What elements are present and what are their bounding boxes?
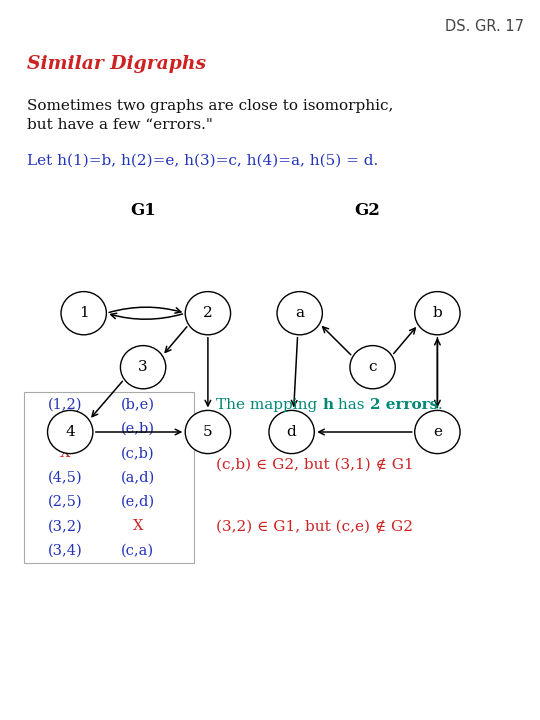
Text: c: c [368, 360, 377, 374]
Text: Let h(1)=b, h(2)=e, h(3)=c, h(4)=a, h(5) = d.: Let h(1)=b, h(2)=e, h(3)=c, h(4)=a, h(5)… [27, 153, 378, 167]
Text: (b,e): (b,e) [121, 397, 154, 412]
Ellipse shape [350, 346, 395, 389]
Ellipse shape [185, 292, 231, 335]
Ellipse shape [277, 292, 322, 335]
Text: d: d [287, 425, 296, 439]
Text: G2: G2 [354, 202, 380, 219]
Text: 1: 1 [79, 306, 89, 320]
Text: (3,2) ∈ G1, but (c,e) ∉ G2: (3,2) ∈ G1, but (c,e) ∉ G2 [216, 520, 413, 534]
FancyArrowPatch shape [109, 307, 181, 313]
Text: h: h [322, 398, 333, 413]
FancyArrowPatch shape [394, 328, 415, 354]
Text: (3,2): (3,2) [48, 519, 82, 534]
Ellipse shape [48, 410, 93, 454]
FancyArrowPatch shape [111, 313, 183, 319]
Text: a: a [295, 306, 304, 320]
Text: (1,2): (1,2) [48, 397, 82, 412]
Text: (c,b) ∈ G2, but (3,1) ∉ G1: (c,b) ∈ G2, but (3,1) ∉ G1 [216, 457, 414, 472]
Text: e: e [433, 425, 442, 439]
Text: (2,5): (2,5) [48, 495, 82, 509]
Text: 5: 5 [203, 425, 213, 439]
Text: .: . [438, 398, 443, 413]
FancyArrowPatch shape [92, 382, 123, 417]
Text: X: X [59, 446, 70, 460]
FancyArrowPatch shape [435, 338, 440, 406]
Ellipse shape [269, 410, 314, 454]
FancyArrowPatch shape [323, 327, 351, 355]
Text: DS. GR. 17: DS. GR. 17 [445, 19, 524, 34]
FancyArrowPatch shape [435, 339, 440, 408]
Ellipse shape [120, 346, 166, 389]
FancyArrowPatch shape [205, 338, 211, 406]
Text: (e,b): (e,b) [121, 422, 154, 436]
Ellipse shape [185, 410, 231, 454]
Text: b: b [433, 306, 442, 320]
FancyArrowPatch shape [292, 338, 298, 406]
Text: Sometimes two graphs are close to isomorphic,
but have a few “errors.": Sometimes two graphs are close to isomor… [27, 99, 393, 132]
Text: (2,1): (2,1) [48, 422, 82, 436]
Ellipse shape [415, 292, 460, 335]
Text: 2 errors: 2 errors [369, 398, 438, 413]
Text: (e,d): (e,d) [120, 495, 155, 509]
Text: Similar Digraphs: Similar Digraphs [27, 55, 206, 73]
Text: X: X [132, 519, 143, 534]
Ellipse shape [61, 292, 106, 335]
Text: (c,b): (c,b) [121, 446, 154, 460]
Text: (4,5): (4,5) [48, 471, 82, 485]
Text: The mapping: The mapping [216, 398, 322, 413]
Text: 3: 3 [138, 360, 148, 374]
Text: (3,4): (3,4) [48, 544, 82, 558]
Text: (a,d): (a,d) [120, 471, 155, 485]
Text: G1: G1 [130, 202, 156, 219]
Text: 2: 2 [203, 306, 213, 320]
FancyArrowPatch shape [165, 327, 187, 352]
Text: has: has [333, 398, 369, 413]
Ellipse shape [415, 410, 460, 454]
Text: (c,a): (c,a) [121, 544, 154, 558]
FancyArrowPatch shape [319, 429, 412, 435]
Text: 4: 4 [65, 425, 75, 439]
FancyArrowPatch shape [96, 429, 181, 435]
FancyBboxPatch shape [24, 392, 194, 563]
